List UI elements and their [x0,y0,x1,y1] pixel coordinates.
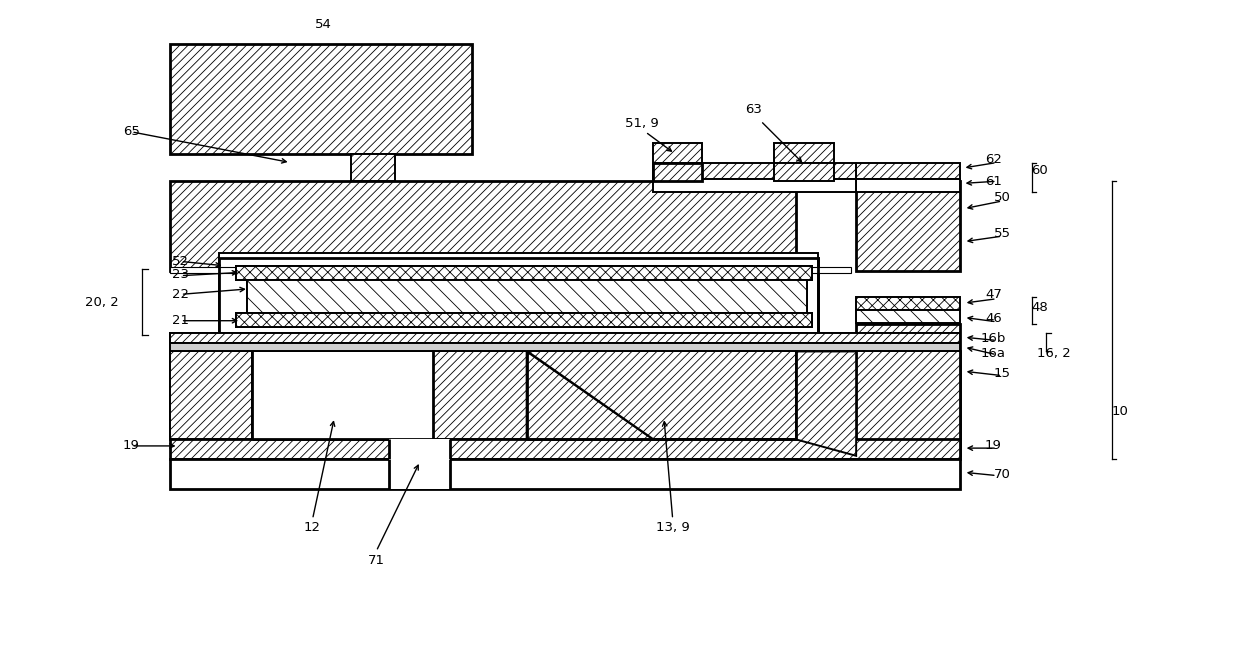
Bar [221,259,817,334]
Text: 13, 9: 13, 9 [656,521,689,534]
Text: 19: 19 [123,440,140,453]
Text: 16, 2: 16, 2 [1037,347,1070,360]
Bar [236,313,812,328]
Text: 50: 50 [993,191,1011,204]
Bar [219,258,817,335]
Bar [170,333,961,343]
Polygon shape [527,351,653,440]
Bar [219,258,817,335]
Bar [170,459,961,489]
Text: 62: 62 [985,153,1002,166]
Bar [527,351,796,440]
Bar [856,181,961,272]
Text: 22: 22 [172,288,190,301]
Text: 54: 54 [315,18,332,31]
Bar [653,143,702,163]
Bar [236,266,812,280]
Bar [856,297,961,310]
Bar [774,163,835,181]
Text: 51, 9: 51, 9 [625,117,658,130]
Text: 52: 52 [172,255,190,268]
Text: 65: 65 [123,125,140,138]
Bar [247,280,807,313]
Text: 12: 12 [304,521,321,534]
Polygon shape [527,351,796,440]
Bar [170,267,851,273]
Bar [170,351,961,440]
Text: 10: 10 [1111,405,1128,418]
Bar [170,333,961,343]
Polygon shape [796,351,856,456]
Text: 16b: 16b [981,331,1006,345]
Bar [653,163,702,181]
Bar [856,310,961,323]
Text: 19: 19 [985,440,1002,453]
Bar [170,181,796,272]
Text: 15: 15 [993,367,1011,380]
Text: 48: 48 [1032,301,1048,314]
Bar [236,313,812,328]
Bar [856,163,961,179]
Bar [236,266,812,280]
Bar [252,351,433,440]
Bar [389,459,450,489]
Text: 46: 46 [985,312,1002,325]
Polygon shape [433,351,527,440]
Bar [170,440,961,459]
Bar [774,143,835,163]
Bar [389,440,450,459]
Bar [219,252,817,262]
Bar [170,343,961,351]
Text: 21: 21 [172,314,190,328]
Polygon shape [252,351,433,440]
Text: 47: 47 [985,288,1002,301]
Text: 71: 71 [368,554,384,567]
Polygon shape [675,351,796,440]
Bar [351,154,394,181]
Polygon shape [856,324,961,456]
Text: 23: 23 [172,268,190,281]
Bar [856,179,961,192]
Text: 20, 2: 20, 2 [84,295,119,308]
Text: 63: 63 [745,103,763,117]
Text: 61: 61 [985,175,1002,188]
Bar [170,44,471,154]
Text: 16a: 16a [981,347,1006,360]
Bar [653,179,856,192]
Text: 60: 60 [1032,163,1048,177]
Bar [247,280,807,313]
Polygon shape [170,351,252,440]
Bar [653,163,856,179]
Bar [170,343,961,351]
Text: 70: 70 [993,468,1011,481]
Text: 55: 55 [993,227,1011,241]
